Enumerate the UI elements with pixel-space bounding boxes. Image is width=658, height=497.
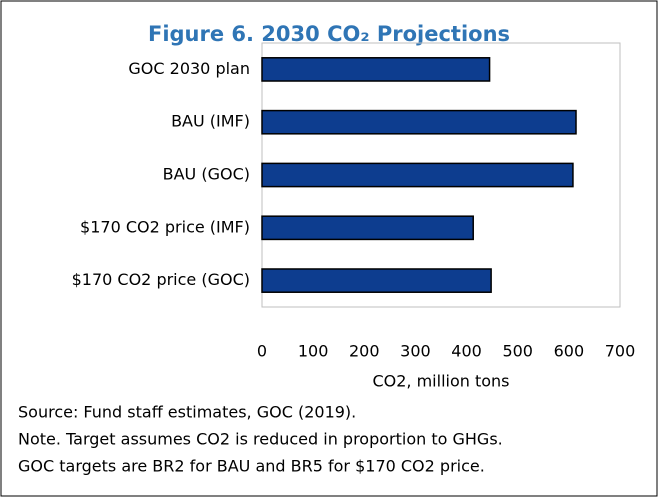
x-tick-label: 200 [349,342,380,361]
x-tick-label: 100 [298,342,329,361]
note: Source: Fund staff estimates, GOC (2019)… [18,403,356,422]
note: Note. Target assumes CO2 is reduced in p… [18,430,503,449]
y-tick-label: $170 CO2 price (IMF) [80,217,250,236]
bar [261,162,574,188]
note: GOC targets are BR2 for BAU and BR5 for … [18,457,485,476]
y-tick-label: BAU (IMF) [171,112,250,131]
bar [261,109,577,135]
x-axis-title: CO2, million tons [372,372,509,391]
bar [261,215,474,241]
x-tick-label: 500 [502,342,533,361]
x-tick-label: 600 [554,342,585,361]
x-tick-label: 0 [257,342,267,361]
x-tick-label: 400 [451,342,482,361]
bar [261,268,492,293]
bar [261,57,491,82]
x-tick-label: 700 [605,342,636,361]
chart-title: Figure 6. 2030 CO₂ Projections [148,22,510,46]
y-tick-label: BAU (GOC) [163,165,250,184]
x-tick-label: 300 [400,342,431,361]
y-tick-label: $170 CO2 price (GOC) [72,270,250,289]
y-tick-label: GOC 2030 plan [128,59,250,78]
